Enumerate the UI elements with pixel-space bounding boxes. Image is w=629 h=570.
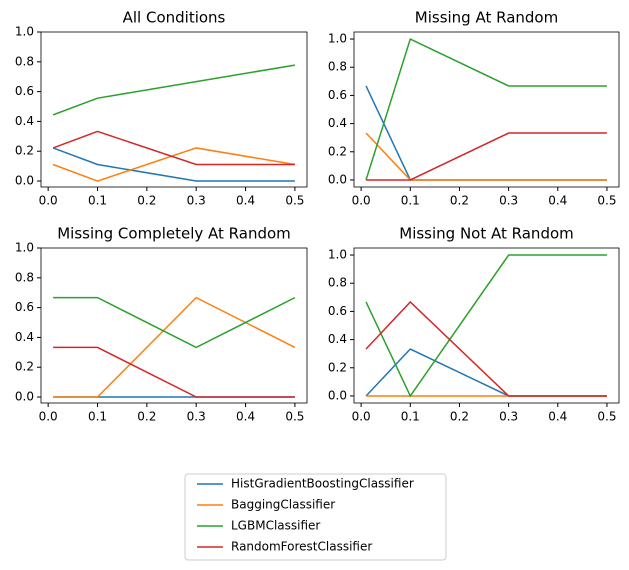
y-tick-label: 0.8 (15, 270, 34, 284)
y-tick-label: 1.0 (328, 32, 347, 46)
y-tick-label: 0.8 (328, 276, 347, 290)
axes-frame (353, 247, 620, 404)
axes-frame (40, 247, 308, 404)
legend-label: RandomForestClassifier (231, 540, 372, 554)
series-line (52, 147, 295, 182)
x-tick-label: 0.0 (39, 194, 58, 208)
subplot-title: Missing At Random (415, 9, 558, 27)
x-tick-label: 0.5 (285, 194, 304, 208)
series-line (52, 147, 296, 182)
x-tick-label: 0.5 (597, 194, 616, 208)
x-tick-label: 0.2 (137, 194, 156, 208)
series-line (365, 254, 607, 398)
y-tick-label: 0.2 (15, 144, 34, 158)
y-tick-label: 0.6 (328, 304, 347, 318)
x-tick-label: 0.4 (548, 194, 567, 208)
y-tick-label: 0.4 (328, 116, 347, 130)
y-tick-label: 0.2 (328, 144, 347, 158)
legend-box (184, 473, 447, 561)
y-tick-label: 1.0 (328, 248, 347, 262)
y-tick-label: 0.2 (15, 360, 34, 374)
x-tick-label: 0.0 (352, 194, 371, 208)
x-tick-label: 0.5 (597, 410, 616, 424)
y-tick-label: 0.6 (15, 84, 34, 98)
series-line (365, 300, 607, 397)
x-tick-label: 0.3 (499, 194, 518, 208)
y-tick-label: 1.0 (15, 25, 34, 39)
y-tick-label: 0.2 (328, 360, 347, 374)
subplot-title: All Conditions (123, 9, 226, 27)
y-tick-label: 0.4 (328, 332, 347, 346)
x-tick-label: 0.0 (39, 410, 58, 424)
x-tick-label: 0.3 (187, 410, 206, 424)
subplot-title: Missing Completely At Random (57, 225, 291, 243)
series-line (52, 64, 296, 116)
legend-label: LGBMClassifier (231, 519, 320, 533)
x-tick-label: 0.1 (88, 194, 107, 208)
series-line (365, 348, 607, 397)
x-tick-label: 0.2 (450, 410, 469, 424)
x-tick-label: 0.1 (401, 410, 420, 424)
x-tick-label: 0.3 (187, 194, 206, 208)
series-line (366, 132, 607, 181)
x-tick-label: 0.1 (401, 194, 420, 208)
series-line (52, 130, 295, 166)
axes-frame (40, 31, 308, 188)
x-tick-label: 0.2 (450, 194, 469, 208)
x-tick-label: 0.4 (548, 410, 567, 424)
axes-frame (353, 31, 620, 188)
x-tick-label: 0.4 (236, 194, 255, 208)
legend-label: BaggingClassifier (231, 498, 335, 512)
series-line (53, 296, 296, 349)
x-tick-label: 0.1 (88, 410, 107, 424)
series-line (365, 132, 607, 181)
y-tick-label: 1.0 (15, 241, 34, 255)
y-tick-label: 0.6 (15, 300, 34, 314)
series-line (53, 346, 295, 398)
x-tick-label: 0.5 (285, 410, 304, 424)
y-tick-label: 0.8 (15, 54, 34, 68)
legend-label: HistGradientBoostingClassifier (231, 477, 414, 491)
y-tick-label: 0.4 (15, 114, 34, 128)
y-tick-label: 0.0 (15, 174, 34, 188)
y-tick-label: 0.0 (328, 172, 347, 186)
x-tick-label: 0.4 (236, 410, 255, 424)
subplot-title: Missing Not At Random (399, 225, 574, 243)
y-tick-label: 0.0 (328, 388, 347, 402)
x-tick-label: 0.3 (499, 410, 518, 424)
series-line (365, 37, 607, 181)
y-tick-label: 0.0 (15, 390, 34, 404)
y-tick-label: 0.4 (15, 330, 34, 344)
x-tick-label: 0.2 (137, 410, 156, 424)
y-tick-label: 0.6 (328, 88, 347, 102)
x-tick-label: 0.0 (352, 410, 371, 424)
y-tick-label: 0.8 (328, 60, 347, 74)
